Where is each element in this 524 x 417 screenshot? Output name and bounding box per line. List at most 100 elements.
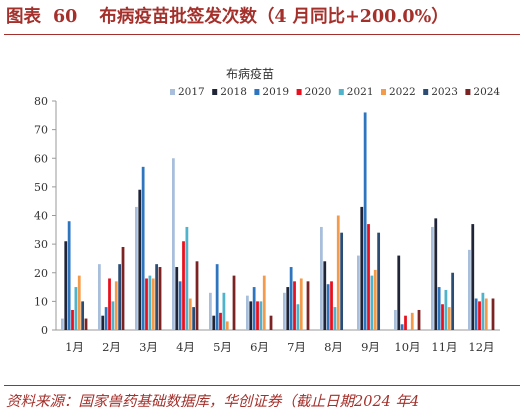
chart-legend: 2017 2018 2019 2020 2021 2022 2023 2024	[170, 86, 500, 98]
bar-chart: 布病疫苗 2017 2018 2019 2020 2021 2022 2023 2024 0 1…	[34, 66, 500, 354]
legend-swatch	[296, 89, 302, 95]
legend-swatch	[465, 89, 471, 95]
chart-title: 布病疫苗	[226, 66, 274, 81]
bar	[468, 249, 471, 330]
legend-swatch	[338, 89, 344, 95]
footer-divider	[4, 385, 520, 386]
bar	[151, 278, 155, 330]
legend-swatch	[254, 89, 260, 95]
bar	[135, 206, 138, 330]
bar	[215, 264, 219, 330]
bar	[367, 224, 370, 330]
y-tick-label: 50	[34, 181, 48, 194]
x-tick-label: 12月	[468, 340, 494, 354]
bar	[232, 275, 236, 330]
bar	[394, 309, 397, 330]
bar	[478, 301, 481, 330]
bar	[185, 226, 189, 330]
bar	[471, 224, 475, 330]
bar	[320, 226, 323, 330]
bar	[111, 301, 115, 330]
bar	[296, 304, 300, 330]
legend-label: 2021	[347, 86, 374, 98]
legend-item: 2022	[381, 86, 416, 98]
bar	[246, 295, 249, 330]
legend-label: 2019	[262, 86, 289, 98]
bar	[81, 301, 85, 330]
source-note: 资料来源：国家兽药基础数据库，华创证券（截止日期2024 年4	[6, 394, 420, 410]
legend-swatch	[212, 89, 218, 95]
bar	[155, 264, 159, 330]
bar	[121, 246, 125, 330]
bar	[182, 241, 185, 330]
bar	[484, 298, 488, 330]
legend-label: 2020	[305, 86, 332, 98]
bar	[289, 267, 293, 330]
bar	[363, 112, 367, 330]
x-tick-label: 8月	[324, 340, 343, 354]
bar	[360, 206, 364, 330]
legend-swatch	[423, 89, 429, 95]
legend-label: 2017	[178, 86, 205, 98]
legend-item: 2017	[170, 86, 205, 98]
bar	[108, 278, 111, 330]
bar	[178, 281, 182, 330]
bar	[417, 309, 421, 330]
bar	[323, 261, 327, 330]
bar	[175, 267, 179, 330]
bar	[370, 275, 374, 330]
y-tick-label: 70	[34, 124, 48, 137]
bar	[434, 218, 438, 330]
x-tick-label: 10月	[394, 340, 420, 354]
y-tick-label: 10	[34, 295, 48, 308]
legend-label: 2022	[389, 86, 416, 98]
series-2021	[74, 226, 485, 330]
bar	[299, 278, 303, 330]
legend-label: 2018	[220, 86, 247, 98]
bar	[104, 307, 108, 330]
bar	[256, 301, 259, 330]
y-tick-label: 0	[41, 324, 48, 337]
bar	[333, 307, 337, 330]
bar	[138, 189, 142, 330]
legend-item: 2023	[423, 86, 458, 98]
bar	[114, 281, 118, 330]
x-tick-label: 9月	[361, 340, 380, 354]
bar	[259, 301, 263, 330]
x-tick-label: 1月	[65, 340, 84, 354]
legend-item: 2018	[212, 86, 247, 98]
bar	[188, 298, 192, 330]
bar	[397, 255, 401, 330]
bar	[481, 292, 485, 330]
bar	[172, 158, 175, 330]
bar	[437, 287, 441, 330]
bar	[209, 292, 212, 330]
bar	[84, 318, 88, 330]
bar	[219, 312, 222, 330]
bar	[225, 321, 229, 330]
series-2022	[77, 215, 488, 330]
bar	[212, 315, 216, 330]
bar	[447, 307, 451, 330]
bar	[61, 318, 64, 330]
legend-label: 2024	[473, 86, 500, 98]
bar	[441, 304, 444, 330]
legend-item: 2019	[254, 86, 289, 98]
bar	[377, 232, 381, 330]
bar	[340, 232, 344, 330]
bar	[330, 281, 333, 330]
x-tick-label: 7月	[287, 340, 306, 354]
bar	[336, 215, 340, 330]
bar	[357, 255, 360, 330]
bar	[148, 275, 152, 330]
bar-series-group	[61, 112, 495, 330]
legend-item: 2024	[465, 86, 500, 98]
x-axis: 1月 2月 3月 4月 5月 6月 7月 8月 9月 10月 11月 12月	[56, 329, 500, 354]
bar	[286, 287, 290, 330]
bar	[474, 298, 478, 330]
bar	[101, 315, 105, 330]
x-tick-label: 2月	[102, 340, 121, 354]
legend-item: 2021	[338, 86, 374, 98]
y-tick-label: 30	[34, 238, 48, 251]
y-tick-label: 80	[34, 95, 48, 108]
